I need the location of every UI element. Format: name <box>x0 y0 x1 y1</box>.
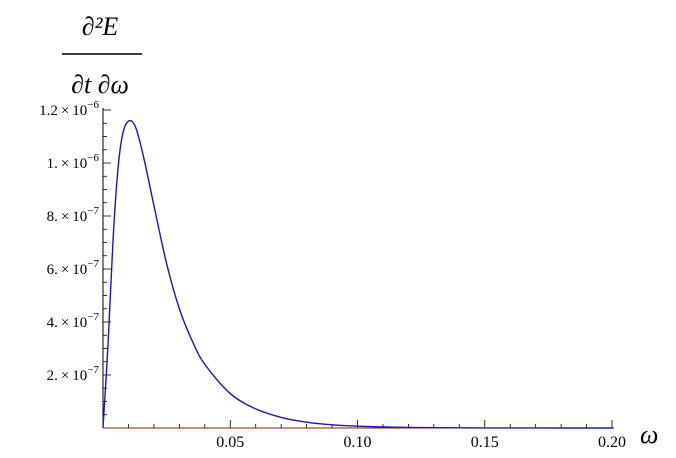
x-tick-label: 0.20 <box>598 434 626 451</box>
y-tick-label: 4. × 10−7 <box>47 311 100 331</box>
y-tick-label: 1. × 10−6 <box>47 152 100 172</box>
y-tick-label: 8. × 10−7 <box>47 205 100 225</box>
axes <box>102 108 614 429</box>
x-tick-label: 0.15 <box>471 434 499 451</box>
y-tick-label: 6. × 10−7 <box>47 258 100 278</box>
y-axis-label-denominator: ∂t ∂ω <box>71 70 129 99</box>
y-axis-label-numerator: ∂²E <box>82 12 119 41</box>
series-line <box>102 119 613 429</box>
series-layer <box>102 119 613 429</box>
x-axis-label: ω <box>640 420 658 449</box>
x-tick-label: 0.10 <box>344 434 372 451</box>
y-tick-label: 1.2 × 10−6 <box>39 99 99 119</box>
x-tick-label: 0.05 <box>216 434 244 451</box>
y-axis-label: ∂²E ∂t ∂ω <box>62 12 142 99</box>
tick-labels: 0.05 0.10 0.15 0.20 2. × 10−7 4. × 10−7 6. × 1… <box>39 99 626 451</box>
tick-marks <box>103 109 613 428</box>
y-tick-label: 2. × 10−7 <box>47 364 100 384</box>
